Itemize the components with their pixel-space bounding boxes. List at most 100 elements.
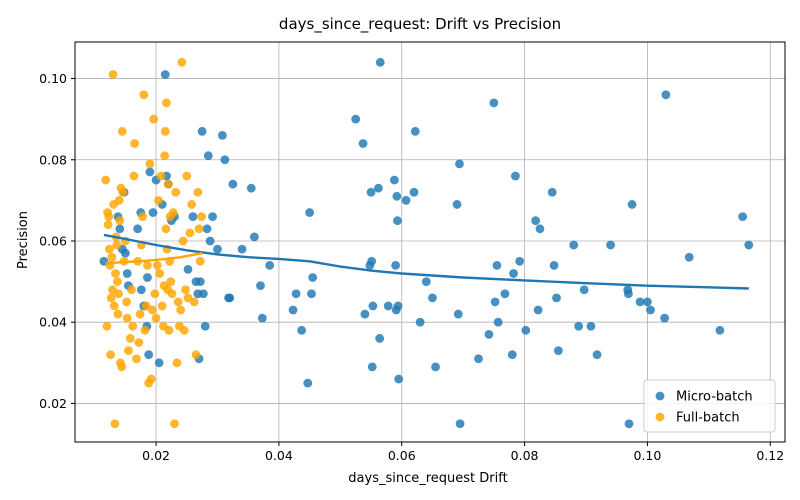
data-point-micro-batch <box>409 187 419 197</box>
axes-frame <box>74 41 786 443</box>
data-point-micro-batch <box>744 240 754 250</box>
data-point-micro-batch <box>144 350 154 360</box>
data-point-micro-batch <box>549 260 559 270</box>
data-point-full-batch <box>195 256 205 266</box>
data-point-full-batch <box>109 301 119 311</box>
data-point-full-batch <box>155 269 165 278</box>
data-point-micro-batch <box>202 224 212 234</box>
data-point-full-batch <box>191 350 201 360</box>
x-tick-label: 0.06 <box>388 448 416 463</box>
data-point-micro-batch <box>509 269 518 278</box>
data-point-full-batch <box>164 325 174 335</box>
data-point-micro-batch <box>415 317 425 327</box>
y-axis-title: Precision <box>16 211 31 269</box>
data-point-micro-batch <box>228 179 238 189</box>
data-point-full-batch <box>114 289 124 299</box>
data-point-micro-batch <box>360 309 370 319</box>
data-point-full-batch <box>110 419 120 429</box>
data-point-full-batch <box>127 285 136 295</box>
data-point-micro-batch <box>421 277 431 286</box>
data-point-micro-batch <box>133 224 143 234</box>
data-point-full-batch <box>112 240 122 250</box>
data-point-full-batch <box>134 338 144 347</box>
data-point-micro-batch <box>684 252 694 262</box>
data-point-micro-batch <box>303 378 313 388</box>
data-point-micro-batch <box>606 240 615 250</box>
data-point-micro-batch <box>492 260 502 270</box>
data-point-micro-batch <box>392 191 402 201</box>
data-point-micro-batch <box>643 297 652 307</box>
data-point-micro-batch <box>428 293 437 303</box>
data-point-full-batch <box>160 151 170 161</box>
data-point-full-batch <box>197 212 206 222</box>
data-point-micro-batch <box>115 224 125 234</box>
chart-title: days_since_request: Drift vs Precision <box>279 15 561 34</box>
data-point-micro-batch <box>375 334 385 343</box>
data-point-micro-batch <box>507 350 517 360</box>
data-point-micro-batch <box>183 265 193 274</box>
data-point-full-batch <box>150 289 160 299</box>
data-point-micro-batch <box>515 256 525 266</box>
y-tick-label: 0.06 <box>39 233 67 248</box>
data-point-full-batch <box>106 350 116 360</box>
data-point-micro-batch <box>305 208 315 217</box>
data-point-full-batch <box>178 236 188 246</box>
data-point-full-batch <box>135 309 145 319</box>
data-point-full-batch <box>117 362 127 372</box>
data-point-micro-batch <box>148 208 158 217</box>
data-point-micro-batch <box>154 358 164 368</box>
data-point-full-batch <box>182 171 192 181</box>
data-point-full-batch <box>161 224 171 234</box>
data-point-full-batch <box>113 309 123 319</box>
data-point-full-batch <box>193 187 203 197</box>
data-point-micro-batch <box>627 200 637 209</box>
data-point-micro-batch <box>533 305 543 315</box>
data-point-micro-batch <box>393 301 403 311</box>
data-point-micro-batch <box>351 114 361 124</box>
x-tick-label: 0.12 <box>756 448 784 463</box>
data-point-micro-batch <box>367 362 377 372</box>
data-point-micro-batch <box>205 236 215 246</box>
data-point-full-batch <box>177 57 187 67</box>
data-point-micro-batch <box>586 321 596 331</box>
data-point-full-batch <box>140 325 150 335</box>
data-point-full-batch <box>160 126 170 136</box>
data-point-full-batch <box>128 321 138 331</box>
data-point-micro-batch <box>579 285 589 295</box>
data-point-micro-batch <box>624 419 634 429</box>
data-point-full-batch <box>171 187 181 197</box>
x-tick-label: 0.02 <box>142 448 170 463</box>
data-point-micro-batch <box>623 289 633 299</box>
data-point-micro-batch <box>291 289 301 299</box>
x-axis-title: days_since_request Drift <box>348 471 507 486</box>
data-point-micro-batch <box>391 260 401 270</box>
data-point-micro-batch <box>257 313 267 323</box>
y-tick-label: 0.02 <box>39 396 67 411</box>
legend-label: Micro-batch <box>676 390 753 405</box>
data-point-micro-batch <box>188 212 198 222</box>
data-point-micro-batch <box>715 325 725 335</box>
data-point-full-batch <box>168 208 178 217</box>
data-point-micro-batch <box>661 90 671 100</box>
plot-area: 0.02 0.04 0.06 0.08 0.10 0.12 0.02 0.04 0.06 0.08… <box>39 41 786 463</box>
y-tick-label: 0.08 <box>39 152 67 167</box>
data-point-full-batch <box>107 252 117 262</box>
data-point-micro-batch <box>297 325 307 335</box>
x-tick-label: 0.08 <box>511 448 539 463</box>
data-point-micro-batch <box>367 256 377 266</box>
data-point-full-batch <box>143 260 152 270</box>
data-point-micro-batch <box>552 293 561 303</box>
data-point-full-batch <box>151 313 161 323</box>
data-point-full-batch <box>179 325 189 335</box>
data-point-micro-batch <box>366 187 376 197</box>
data-point-micro-batch <box>203 151 213 161</box>
data-point-micro-batch <box>452 200 462 209</box>
data-point-micro-batch <box>143 273 152 282</box>
data-point-micro-batch <box>249 232 259 242</box>
data-point-micro-batch <box>393 216 402 226</box>
data-point-full-batch <box>124 346 133 356</box>
data-point-micro-batch <box>213 244 222 254</box>
data-point-full-batch <box>156 171 166 181</box>
data-point-micro-batch <box>218 131 227 140</box>
